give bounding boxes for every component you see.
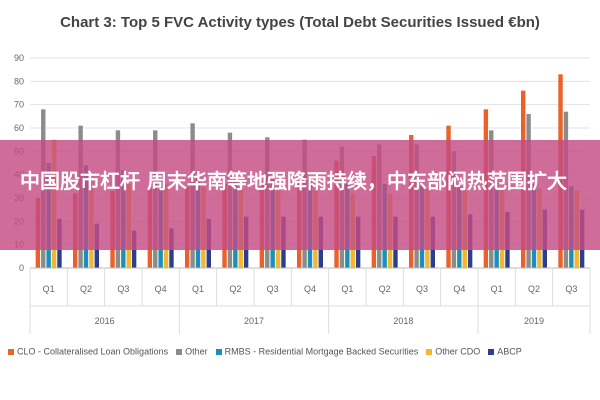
headline-text[interactable]: 中国股市杠杆 周末华南等地强降雨持续，中东部闷热范围扩大: [20, 169, 567, 193]
chart-title: Chart 3: Top 5 FVC Activity types (Total…: [60, 14, 540, 31]
legend-swatch: [426, 348, 433, 355]
x-tick-label: Q4: [453, 284, 465, 294]
year-label: 2018: [393, 316, 413, 326]
y-tick-label: 70: [14, 100, 24, 110]
x-tick-label: Q3: [416, 284, 428, 294]
x-tick-label: Q3: [117, 284, 129, 294]
y-tick-label: 80: [14, 76, 24, 86]
year-label: 2017: [244, 316, 264, 326]
y-tick-label: 90: [14, 53, 24, 63]
y-tick-label: 60: [14, 123, 24, 133]
legend-swatch: [8, 348, 14, 355]
x-axis-ticks: Q1 Q2 Q3 Q4 Q1 Q2 Q3 Q4 Q1 Q2 Q3 Q4 Q1 Q2 Q3: [29, 267, 591, 334]
x-tick-label: Q2: [80, 284, 92, 294]
x-tick-label: Q1: [491, 284, 503, 294]
headline-overlay-banner[interactable]: 中国股市杠杆 周末华南等地强降雨持续，中东部闷热范围扩大: [0, 140, 600, 250]
x-tick-label: Q4: [304, 284, 316, 294]
x-tick-label: Q2: [229, 284, 241, 294]
x-tick-label: Q1: [341, 284, 353, 294]
legend-item: Other CDO: [426, 346, 480, 357]
legend-item: ABCP: [488, 346, 522, 357]
y-tick-label: 0: [19, 263, 24, 273]
legend-swatch: [215, 348, 222, 355]
x-tick-label: Q1: [192, 284, 204, 294]
x-tick-label: Q3: [267, 284, 279, 294]
legend-item: RMBS - Residential Mortgage Backed Secur…: [215, 346, 419, 357]
legend-swatch: [176, 348, 183, 355]
x-tick-label: Q1: [43, 284, 55, 294]
x-tick-label: Q2: [528, 284, 540, 294]
x-tick-label: Q4: [155, 284, 167, 294]
legend-label: RMBS - Residential Mortgage Backed Secur…: [224, 346, 419, 357]
x-tick-label: Q3: [565, 284, 577, 294]
legend-item: Other: [176, 346, 208, 357]
year-axis: 2016 2017 2018 2019: [29, 305, 590, 334]
legend: CLO - Collateralised Loan Obligations Oth…: [8, 346, 598, 366]
x-tick-label: Q2: [379, 284, 391, 294]
year-label: 2016: [95, 316, 115, 326]
legend-label: Other: [185, 346, 208, 357]
year-label: 2019: [524, 316, 544, 326]
legend-item: CLO - Collateralised Loan Obligations: [8, 346, 168, 357]
legend-label: CLO - Collateralised Loan Obligations: [17, 346, 169, 357]
legend-swatch: [488, 348, 495, 355]
legend-label: Other CDO: [435, 346, 481, 357]
legend-label: ABCP: [497, 346, 522, 357]
